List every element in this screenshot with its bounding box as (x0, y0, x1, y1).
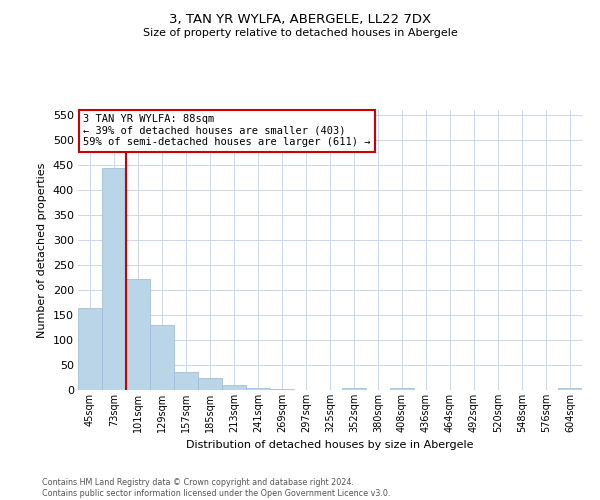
Bar (270, 389, 294, 390)
Bar (126, 279, 150, 390)
X-axis label: Distribution of detached houses by size in Abergele: Distribution of detached houses by size … (186, 440, 474, 450)
Bar (150, 325, 174, 390)
Bar (222, 385, 246, 390)
Bar (78, 308, 102, 390)
Bar (246, 388, 270, 390)
Bar (390, 388, 414, 390)
Bar (174, 372, 198, 390)
Bar (342, 388, 366, 390)
Text: Size of property relative to detached houses in Abergele: Size of property relative to detached ho… (143, 28, 457, 38)
Bar (558, 388, 582, 390)
Text: 3 TAN YR WYLFA: 88sqm
← 39% of detached houses are smaller (403)
59% of semi-det: 3 TAN YR WYLFA: 88sqm ← 39% of detached … (83, 114, 371, 148)
Bar (198, 378, 222, 390)
Bar (102, 168, 126, 390)
Text: Contains HM Land Registry data © Crown copyright and database right 2024.
Contai: Contains HM Land Registry data © Crown c… (42, 478, 391, 498)
Y-axis label: Number of detached properties: Number of detached properties (37, 162, 47, 338)
Text: 3, TAN YR WYLFA, ABERGELE, LL22 7DX: 3, TAN YR WYLFA, ABERGELE, LL22 7DX (169, 12, 431, 26)
